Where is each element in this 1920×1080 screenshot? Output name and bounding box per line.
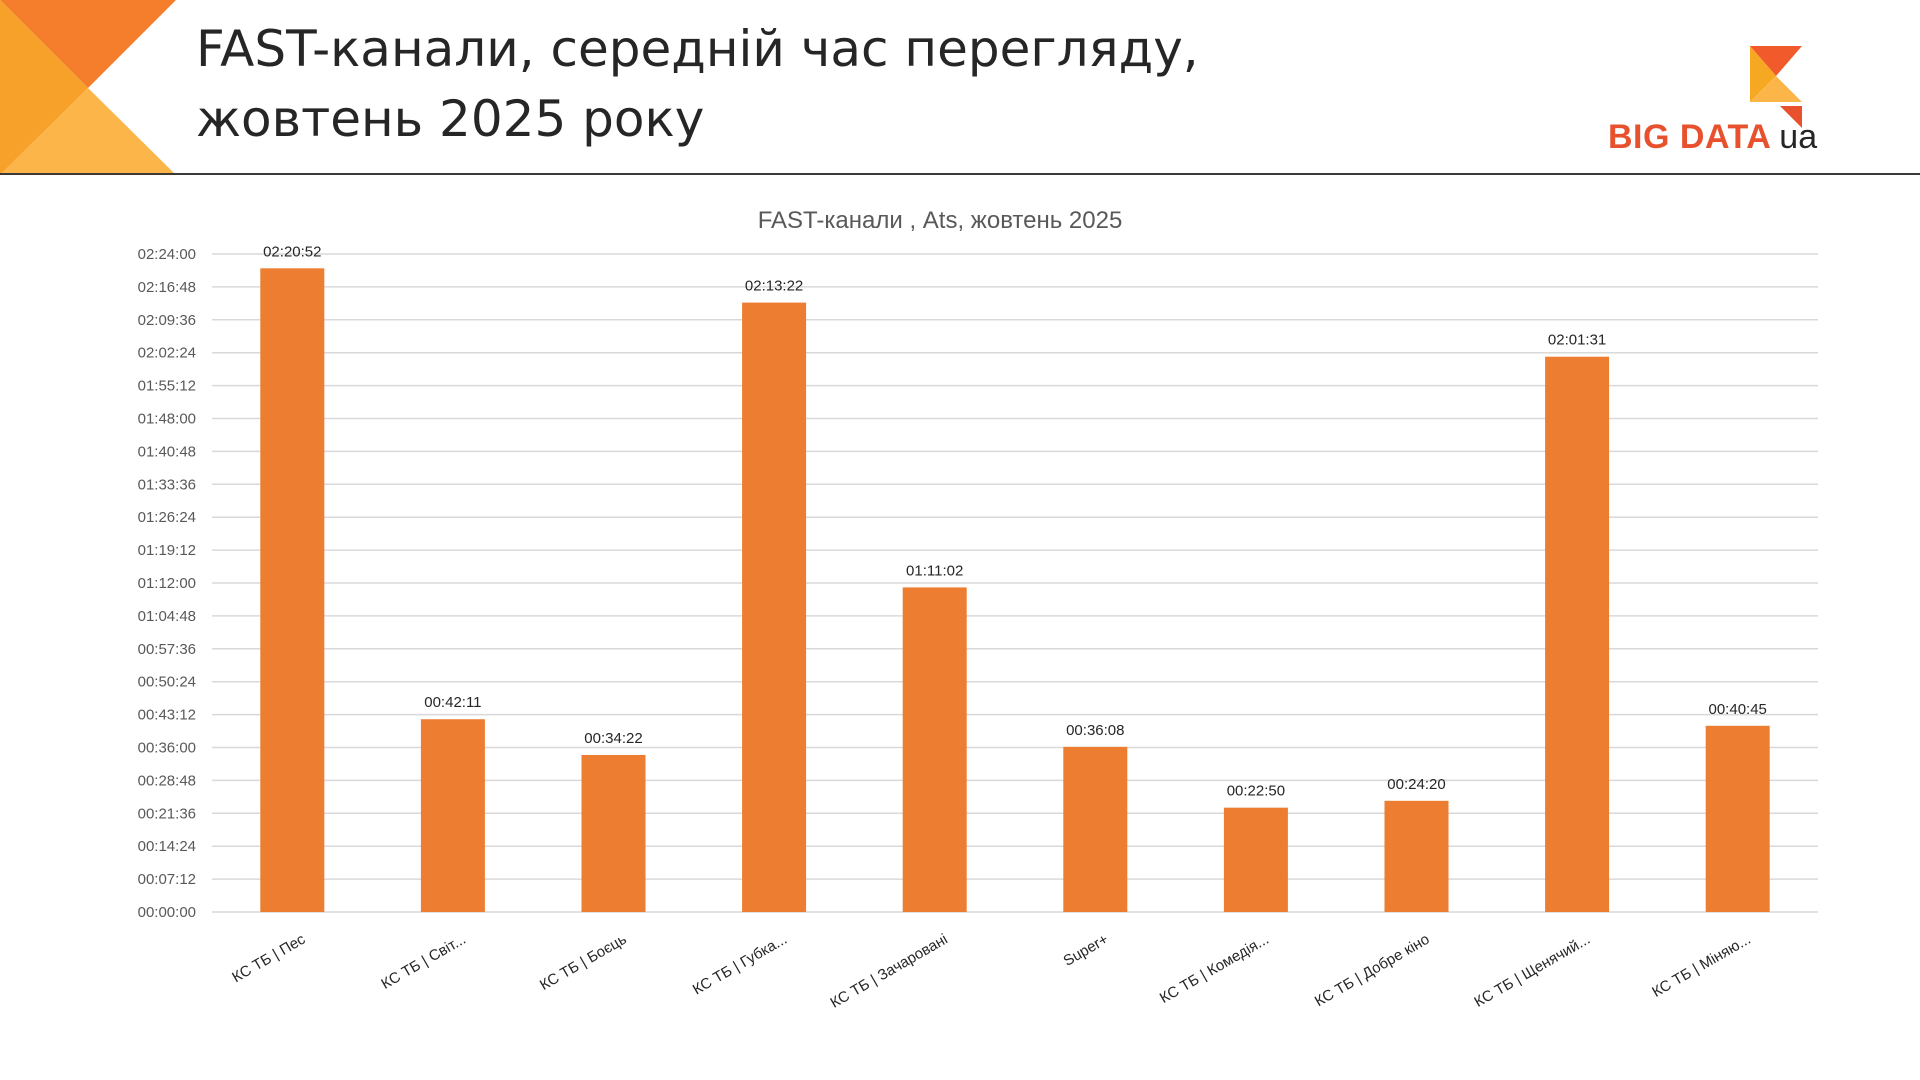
bar (1545, 356, 1610, 912)
y-tick-label: 00:43:12 (138, 707, 196, 724)
y-tick-label: 02:16:48 (138, 279, 196, 296)
x-tick-label: КС ТБ | Пес (229, 930, 308, 986)
y-tick-label: 00:00:00 (138, 904, 196, 921)
y-tick-label: 02:24:00 (138, 246, 196, 263)
data-label: 00:40:45 (1709, 701, 1767, 718)
bar (1223, 807, 1288, 912)
x-tick-label: КС ТБ | Губка... (690, 931, 790, 999)
y-tick-label: 00:14:24 (138, 838, 196, 855)
bar (902, 587, 967, 912)
x-tick-label: Super+ (1061, 931, 1112, 970)
data-label: 02:13:22 (745, 278, 803, 295)
logo: BIG DATA ua (1608, 118, 1817, 157)
y-tick-label: 00:07:12 (138, 871, 196, 888)
bar (260, 268, 325, 912)
data-labels: 02:20:52 00:42:11 00:34:22 02:13:22 01:11:02… (263, 243, 1767, 799)
y-tick-label: 01:48:00 (138, 411, 196, 428)
bar (1705, 725, 1770, 912)
x-tick-label: КС ТБ | Боєць (537, 931, 630, 994)
header-divider (0, 173, 1920, 175)
y-tick-label: 01:04:48 (138, 608, 196, 625)
data-label: 02:01:31 (1548, 332, 1606, 349)
y-tick-label: 01:12:00 (138, 575, 196, 592)
slide-title-line-2: жовтень 2025 року (196, 90, 705, 148)
bar (581, 754, 646, 912)
bar-chart: FAST-канали , Ats, жовтень 2025 00:00:00… (138, 207, 1818, 1012)
data-label: 02:20:52 (263, 243, 321, 260)
bar (1063, 746, 1128, 912)
bar (1384, 800, 1449, 912)
logo-text: BIG DATA (1608, 118, 1772, 156)
y-axis: 00:00:00 00:07:12 00:14:24 00:21:36 00:28:48… (138, 246, 196, 921)
x-tick-label: КС ТБ | Комедія... (1157, 931, 1272, 1007)
y-tick-label: 02:09:36 (138, 312, 196, 329)
data-label: 00:34:22 (584, 730, 642, 747)
x-tick-label: КС ТБ | Міняю... (1649, 931, 1753, 1001)
bar (420, 719, 485, 912)
y-tick-label: 01:55:12 (138, 378, 196, 395)
y-tick-label: 01:40:48 (138, 443, 196, 460)
logo-suffix: ua (1779, 118, 1818, 156)
y-tick-label: 00:36:00 (138, 740, 196, 757)
x-axis: КС ТБ | Пес КС ТБ | Світ... КС ТБ | Боєць К… (229, 930, 1753, 1011)
y-tick-label: 00:21:36 (138, 805, 196, 822)
y-tick-label: 01:26:24 (138, 509, 196, 526)
bar (742, 302, 807, 912)
y-tick-label: 02:02:24 (138, 345, 196, 362)
data-label: 00:42:11 (424, 694, 481, 711)
y-tick-label: 00:50:24 (138, 674, 196, 691)
y-tick-label: 00:57:36 (138, 641, 196, 658)
x-tick-label: КС ТБ | Щенячий... (1471, 931, 1593, 1011)
data-label: 00:22:50 (1227, 783, 1285, 800)
data-label: 00:36:08 (1066, 722, 1124, 739)
x-tick-label: КС ТБ | Зачаровані (827, 931, 950, 1012)
slide-title-line-1: FAST-канали, середній час перегляду, (196, 20, 1199, 78)
x-tick-label: КС ТБ | Світ... (378, 931, 468, 993)
data-label: 01:11:02 (906, 562, 963, 579)
data-label: 00:24:20 (1387, 776, 1445, 793)
logo-mark-icon (1750, 46, 1802, 128)
y-tick-label: 01:19:12 (138, 542, 196, 559)
corner-decoration (0, 0, 176, 175)
x-tick-label: КС ТБ | Добре кіно (1312, 931, 1433, 1010)
y-tick-label: 00:28:48 (138, 772, 196, 789)
chart-title: FAST-канали , Ats, жовтень 2025 (758, 207, 1123, 234)
bars (260, 268, 1770, 912)
y-tick-label: 01:33:36 (138, 476, 196, 493)
